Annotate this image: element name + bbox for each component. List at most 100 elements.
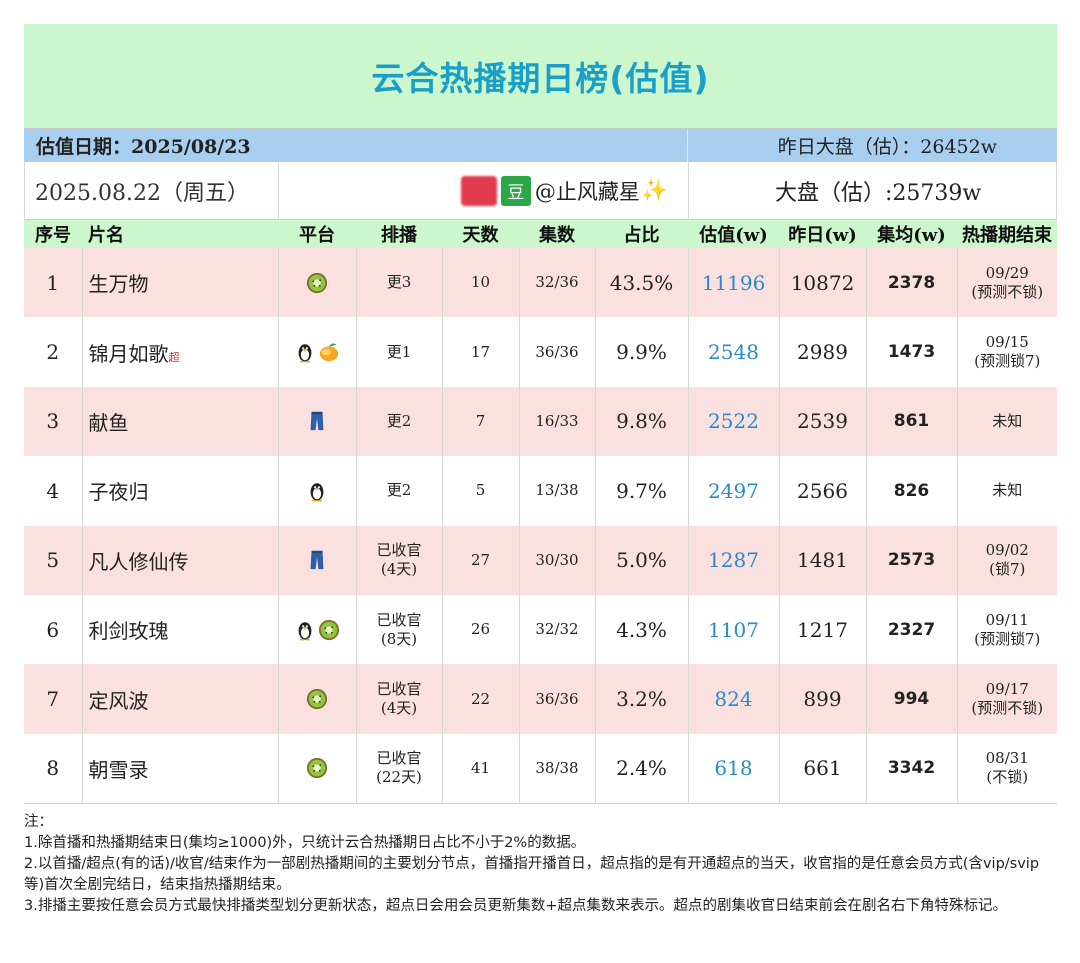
end-cell: 09/17 (预测不锁) (957, 664, 1057, 733)
kiwi-icon (318, 619, 340, 640)
rank-cell: 6 (24, 594, 83, 665)
end-text: (锁7) (989, 560, 1026, 579)
column-header: 排播 (381, 225, 417, 246)
days-cell: 7 (442, 386, 520, 457)
table-row: 7 定风波 已收官 (4天) 22 36/36 3.2% 824 899 994 09/17 (预测不… (24, 664, 1057, 734)
column-header: 片名 (88, 225, 124, 246)
share-cell: 9.9% (595, 317, 689, 387)
estimate-cell: 1107 (688, 594, 780, 665)
author-credit: 豆 @止风藏星 ✨ (279, 162, 689, 219)
yesterday-cell: 10872 (779, 248, 867, 318)
schedule-cell: 更3 (356, 248, 443, 318)
estimate-cell: 2497 (688, 456, 780, 526)
end-cell: 09/15 (预测锁7) (957, 317, 1057, 386)
table-row: 5 凡人修仙传 已收官 (4天) 27 30/30 5.0% 1287 1481 2573 09/0… (24, 525, 1057, 595)
platform-cell (278, 664, 357, 734)
end-text: 09/29 (985, 263, 1029, 282)
estimate-cell: 2548 (688, 317, 780, 387)
note-line: 3.排播主要按任意会员方式最快排播类型划分更新状态，超点日会用会员更新集数+超点… (24, 898, 1007, 915)
schedule-text: (22天) (376, 768, 422, 787)
yesterday-cell: 2566 (779, 456, 867, 526)
yesterday-cell: 1481 (779, 525, 867, 595)
end-text: (预测不锁) (971, 282, 1044, 301)
estimate-cell: 2522 (688, 386, 780, 457)
rank-cell: 1 (24, 248, 83, 318)
title-cell: 凡人修仙传 (82, 525, 279, 595)
schedule-cell: 更2 (356, 456, 443, 526)
yesterday-cell: 899 (779, 664, 867, 734)
share-cell: 5.0% (595, 525, 689, 595)
title-cell: 定风波 (82, 664, 279, 734)
episodes-cell: 32/32 (519, 594, 596, 665)
author-name: @止风藏星 (534, 179, 640, 204)
table-row: 4 子夜归 更2 5 13/38 9.7% 2497 2566 826 未知 (24, 456, 1057, 526)
table-row: 8 朝雪录 已收官 (22天) 41 38/38 2.4% 618 661 3342 08/31 (不… (24, 733, 1057, 804)
title-cell: 锦月如歌超 (82, 317, 279, 387)
yesterday-market: 昨日大盘（估）：26452w (777, 136, 997, 158)
episodes-cell: 38/38 (519, 733, 596, 804)
table-row: 6 利剑玫瑰 已收官 (8天) 26 32/32 4.3% 1107 1217 2327 09/11… (24, 594, 1057, 665)
column-header: 估值(w) (699, 225, 768, 246)
penguin-icon (298, 621, 312, 641)
platform-cell (278, 594, 357, 665)
column-header: 热播期结束 (962, 225, 1052, 246)
estimate-cell: 1287 (688, 525, 780, 595)
column-header: 平台 (299, 225, 335, 246)
table-row: 3 献鱼 更2 7 16/33 9.8% 2522 2539 861 未知 (24, 386, 1057, 457)
days-cell: 5 (442, 456, 520, 526)
title-banner: 云合热播期日榜(估值) (24, 24, 1057, 128)
table-header-row: 序号 片名 平台 排播 天数 集数 占比 估值(w) 昨日(w) 集均(w) 热播期结束 (24, 220, 1057, 248)
rank-cell: 4 (24, 456, 83, 526)
schedule-cell: 更2 (356, 386, 443, 457)
column-header: 昨日(w) (788, 225, 857, 246)
schedule-text: 已收官 (376, 749, 422, 768)
schedule-cell: 更1 (356, 317, 443, 387)
end-cell: 未知 (957, 387, 1057, 456)
avg-cell: 3342 (866, 733, 958, 804)
yesterday-cell: 1217 (779, 594, 867, 665)
end-text: 09/11 (985, 610, 1029, 629)
platform-cell (278, 248, 357, 318)
note-line: 注： (24, 814, 53, 831)
platform-cell (278, 525, 357, 595)
kiwi-icon (306, 758, 328, 779)
estimate-cell: 824 (688, 664, 780, 734)
column-header: 集数 (539, 225, 575, 246)
title-cell: 献鱼 (82, 386, 279, 457)
rank-cell: 3 (24, 386, 83, 457)
kiwi-icon (306, 272, 328, 293)
column-header: 天数 (462, 225, 499, 246)
schedule-text: 更1 (386, 342, 412, 361)
end-text: 09/15 (985, 333, 1029, 352)
end-text: 未知 (992, 411, 1023, 430)
estimate-cell: 11196 (688, 248, 780, 318)
estimate-cell: 618 (688, 733, 780, 804)
end-text: (预测锁7) (974, 629, 1041, 648)
kiwi-icon (306, 688, 328, 710)
schedule-cell: 已收官 (4天) (356, 525, 443, 595)
estimate-date: 估值日期：2025/08/23 (24, 129, 688, 162)
rank-cell: 7 (24, 664, 83, 734)
column-header: 序号 (35, 225, 71, 246)
episodes-cell: 36/36 (519, 664, 596, 734)
jeans-icon (310, 551, 324, 570)
end-text: 09/02 (985, 541, 1029, 560)
day-label: 2025.08.22（周五） (25, 162, 279, 219)
episodes-cell: 36/36 (519, 317, 596, 387)
date-row: 估值日期：2025/08/23 昨日大盘（估）：26452w (24, 128, 1057, 162)
episodes-cell: 32/36 (519, 248, 596, 318)
platform-cell (278, 456, 357, 526)
share-cell: 2.4% (595, 733, 689, 804)
title-cell: 生万物 (82, 248, 279, 318)
platform-cell (278, 733, 357, 804)
table-row: 2 锦月如歌超 更1 17 36/36 9.9% 2548 2989 1473 09/15 (预测锁… (24, 317, 1057, 387)
schedule-text: 已收官 (376, 610, 422, 629)
sparkle-icon: ✨ (641, 178, 668, 202)
notes-section: 注： 1.除首播和热播期结束日(集均≥1000)外，只统计云合热播期日占比不小于2… (24, 803, 1057, 917)
title-cell: 利剑玫瑰 (82, 594, 279, 665)
douban-icon: 豆 (500, 175, 531, 206)
end-cell: 09/02 (锁7) (957, 526, 1057, 595)
avg-cell: 861 (866, 386, 958, 457)
days-cell: 10 (442, 248, 520, 318)
schedule-text: 更2 (386, 411, 412, 430)
